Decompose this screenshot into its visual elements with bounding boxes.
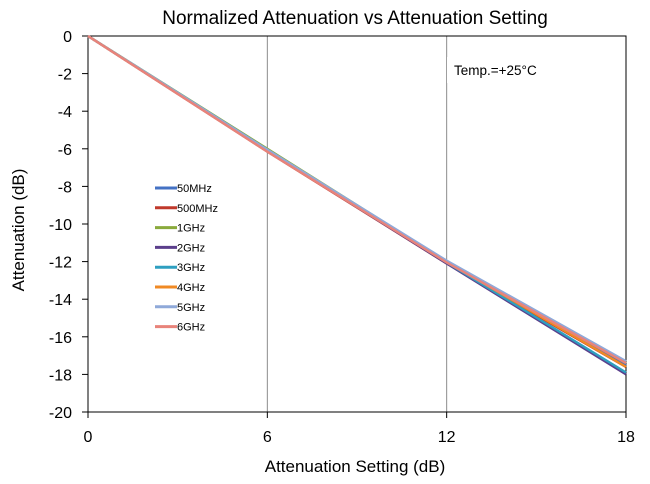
y-tick-label: 0 [63,29,72,46]
legend-item: 50MHz [155,183,212,195]
legend-item: 6GHz [155,322,205,334]
y-tick-label: -16 [49,330,72,347]
y-tick-label: -12 [49,255,72,272]
legend-label: 4GHz [177,282,205,294]
x-tick-label: 0 [84,429,93,446]
tick-layer: 0 -2 -4 -6 -8 -10 -12 -14 -16 -18 -20 0 6 12 18 [49,29,635,446]
annotation-background [447,57,592,83]
y-tick-label: -20 [49,405,72,422]
x-tick-label: 6 [263,429,272,446]
legend-item: 3GHz [155,262,205,274]
legend-item: 4GHz [155,282,205,294]
legend-label: 1GHz [177,223,205,235]
series-layer [87,34,627,376]
legend-item: 500MHz [155,203,218,215]
y-tick-label: -4 [58,104,72,121]
y-tick-label: -2 [58,67,72,84]
y-axis-label: Attenuation (dB) [9,169,28,292]
legend-item: 2GHz [155,242,205,254]
legend: 50MHz 500MHz 1GHz 2GHz 3GHz 4GHz 5GHz 6GHz [155,183,218,334]
y-tick-label: -18 [49,367,72,384]
legend-label: 5GHz [177,302,205,314]
y-tick-label: -14 [49,292,72,309]
legend-label: 50MHz [177,183,212,195]
legend-item: 1GHz [155,223,205,235]
plot-frame [87,35,627,413]
chart-title: Normalized Attenuation vs Attenuation Se… [162,8,548,29]
x-tick-label: 12 [438,429,456,446]
grid-layer [266,36,448,412]
series-line-1ghz [87,34,627,365]
y-tick-label: -8 [58,179,72,196]
legend-label: 2GHz [177,242,205,254]
series-line-6ghz [87,34,627,365]
annotation-box: Temp.=+25°C [447,57,592,83]
y-tick-label: -10 [49,217,72,234]
annotation-text: Temp.=+25°C [454,63,537,78]
y-tick-label: -6 [58,142,72,159]
x-axis-label: Attenuation Setting (dB) [265,457,446,476]
legend-item: 5GHz [155,302,205,314]
legend-label: 6GHz [177,322,205,334]
legend-label: 3GHz [177,262,205,274]
x-tick-label: 18 [617,429,635,446]
legend-label: 500MHz [177,203,218,215]
series-line-5ghz [87,34,627,363]
